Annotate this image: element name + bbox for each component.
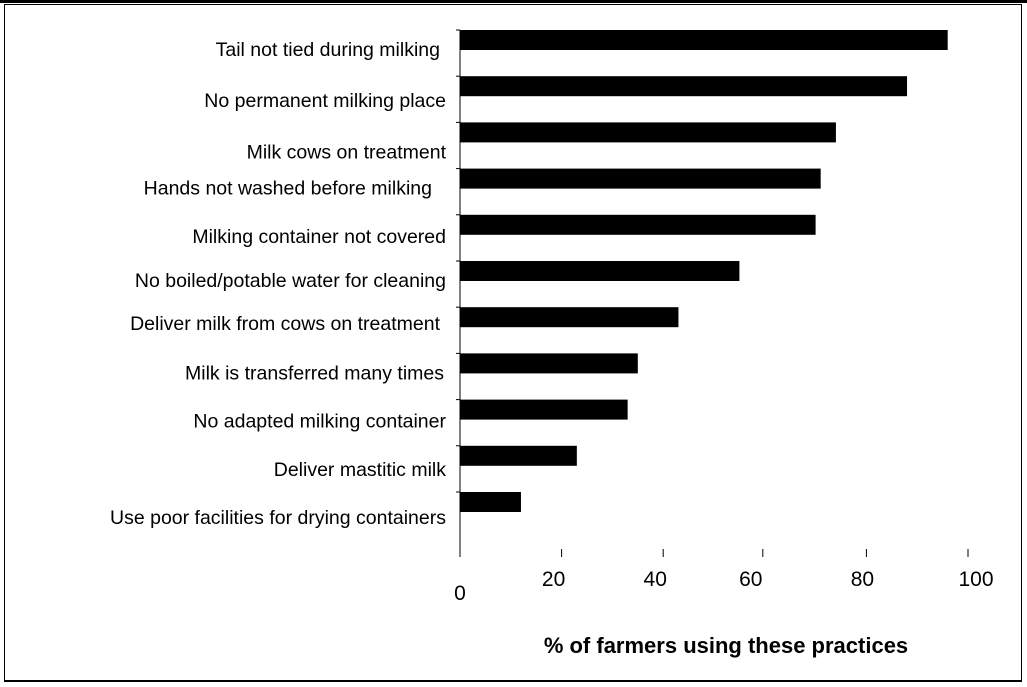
bar bbox=[460, 399, 628, 420]
category-label: No permanent milking place bbox=[204, 90, 446, 112]
category-label: Hands not washed before milking bbox=[144, 178, 432, 200]
category-label: Milk cows on treatment bbox=[247, 141, 447, 163]
x-ticks: 0 20 40 60 80 100 bbox=[454, 549, 994, 605]
category-label: Milking container not covered bbox=[192, 226, 446, 248]
x-tick-label: 20 bbox=[542, 568, 565, 591]
bars bbox=[456, 29, 948, 512]
x-axis-title: % of farmers using these practices bbox=[544, 633, 908, 658]
bar bbox=[460, 214, 816, 235]
x-tick-label: 100 bbox=[958, 568, 993, 591]
category-label: Deliver mastitic milk bbox=[274, 459, 447, 481]
x-tick-label: 0 bbox=[454, 582, 466, 605]
category-label: Use poor facilities for drying container… bbox=[110, 507, 446, 529]
category-label: No boiled/potable water for cleaning bbox=[135, 270, 446, 292]
category-label: Tail not tied during milking bbox=[216, 39, 440, 61]
category-label: Deliver milk from cows on treatment bbox=[130, 313, 440, 335]
category-label: No adapted milking container bbox=[193, 411, 446, 433]
bar bbox=[460, 122, 836, 143]
x-tick-label: 40 bbox=[644, 568, 667, 591]
bar bbox=[460, 76, 908, 97]
bar bbox=[460, 353, 638, 374]
bar bbox=[460, 492, 521, 512]
top-border bbox=[0, 0, 1027, 3]
bar bbox=[460, 168, 821, 189]
bar bbox=[460, 307, 679, 328]
chart-frame bbox=[4, 4, 1022, 682]
bar bbox=[460, 445, 577, 466]
bar bbox=[460, 261, 740, 281]
bar bbox=[460, 30, 948, 50]
category-labels: Tail not tied during milking No permanent… bbox=[110, 39, 447, 529]
category-label: Milk is transferred many times bbox=[185, 362, 444, 384]
x-tick-label: 80 bbox=[851, 568, 874, 591]
x-tick-label: 60 bbox=[739, 568, 762, 591]
